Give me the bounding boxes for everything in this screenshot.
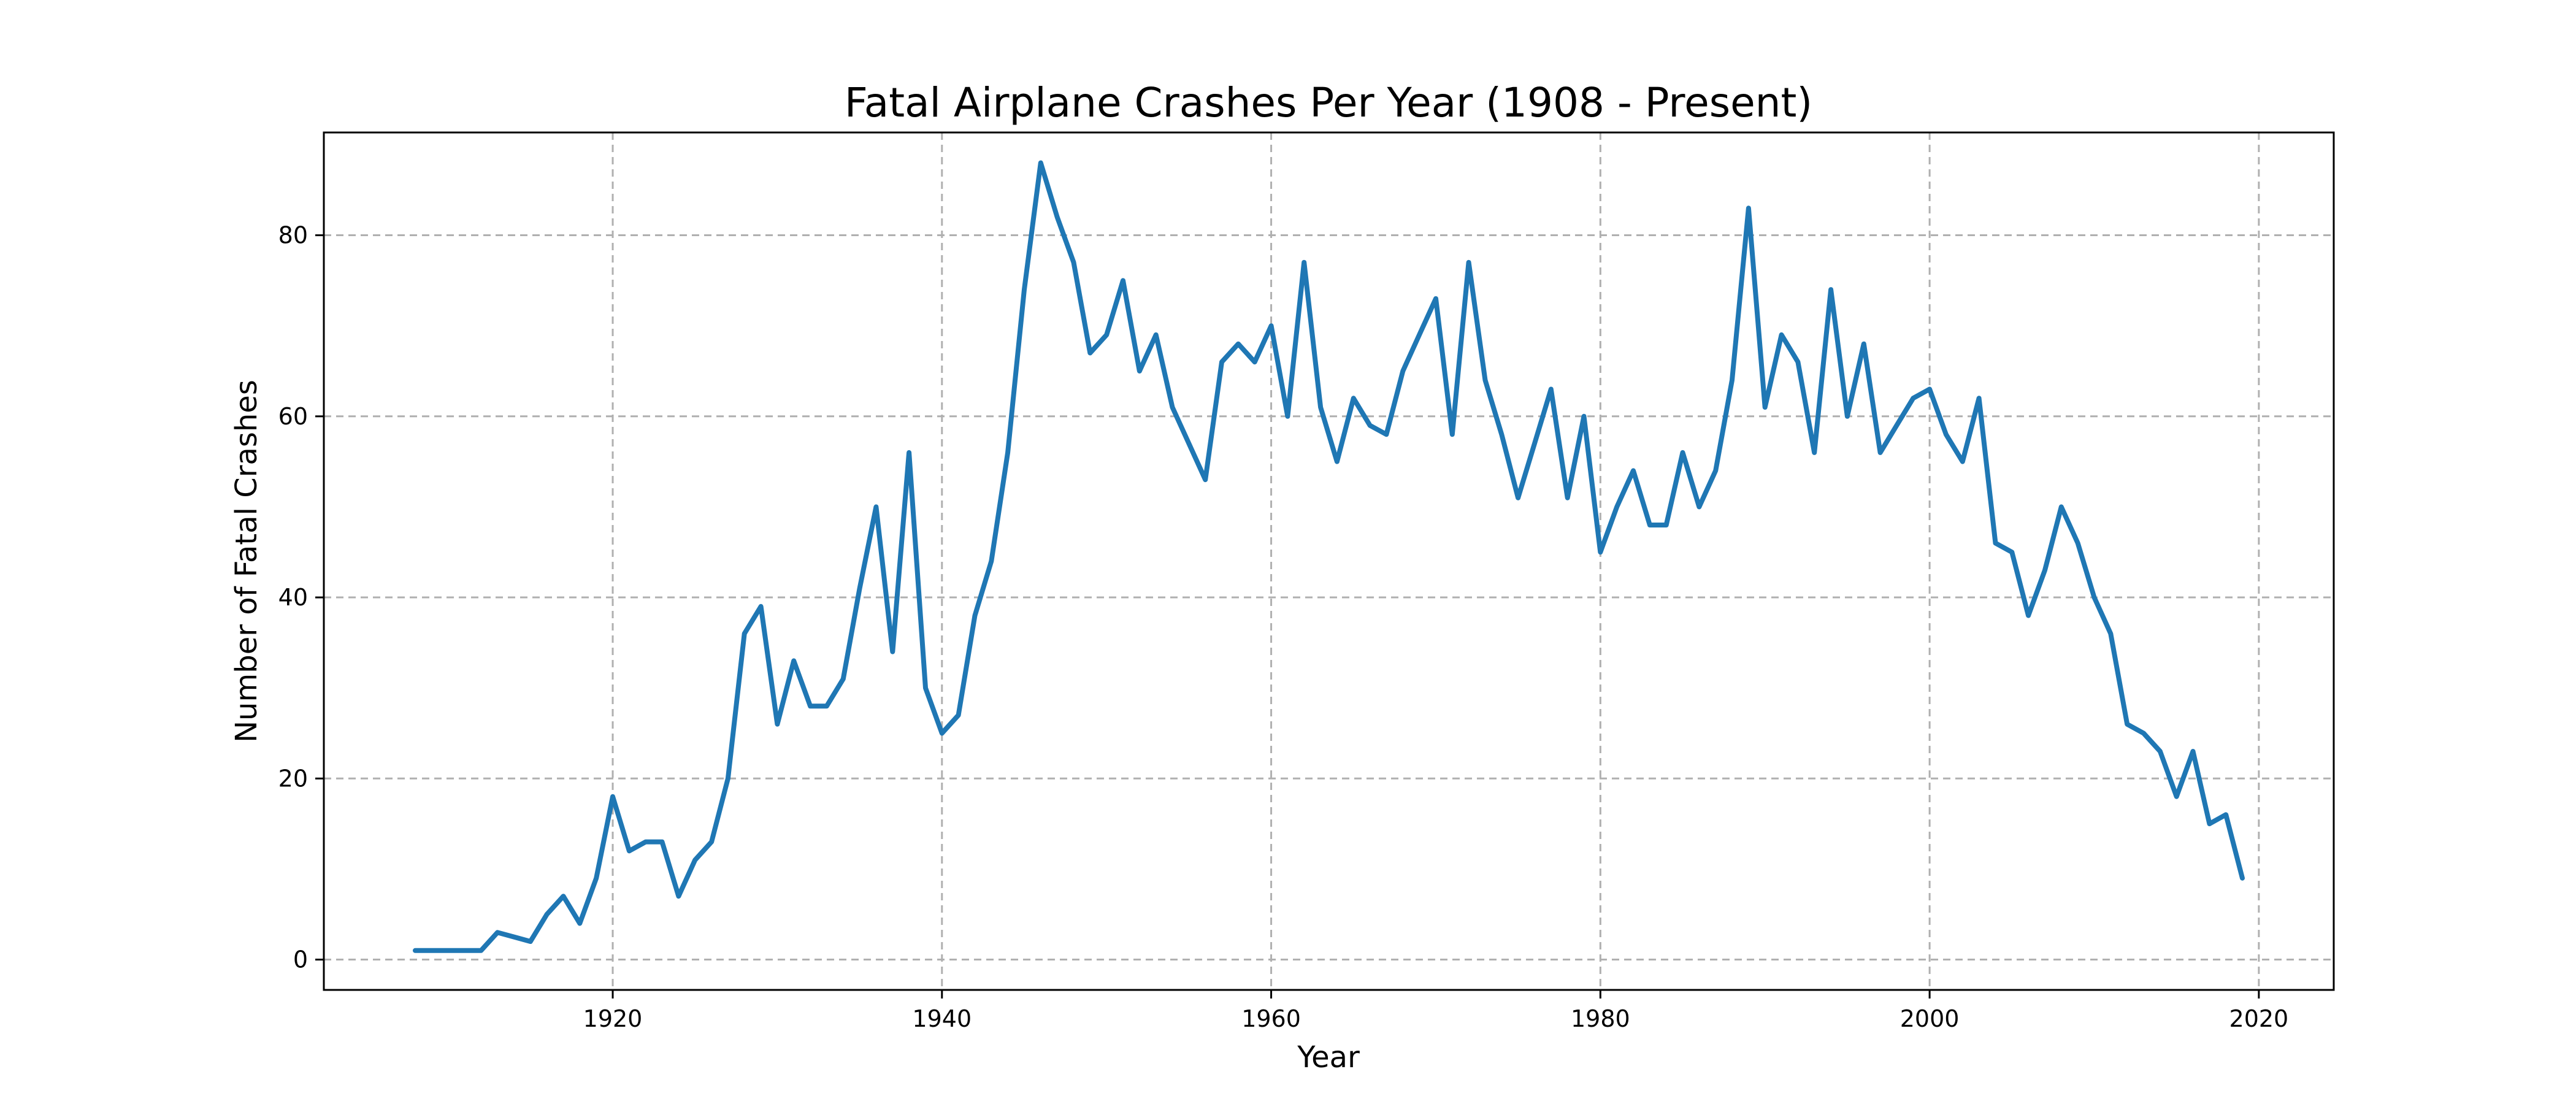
x-tick-label: 1980 — [1571, 1005, 1630, 1032]
axis-ticks: 1920 1940 1960 1980 2000 2020 0 20 40 60 80 — [278, 222, 2289, 1032]
grid-lines — [324, 132, 2334, 990]
x-tick-label: 1920 — [583, 1005, 643, 1032]
y-tick-label: 0 — [293, 946, 308, 973]
y-tick-label: 60 — [278, 403, 308, 430]
x-tick-label: 2000 — [1900, 1005, 1960, 1032]
chart-title: Fatal Airplane Crashes Per Year (1908 - … — [845, 79, 1812, 126]
y-tick-label: 40 — [278, 584, 308, 611]
x-tick-label: 1940 — [912, 1005, 972, 1032]
y-tick-label: 80 — [278, 222, 308, 249]
x-axis-label: Year — [1297, 1040, 1360, 1075]
series-layer — [413, 160, 2245, 953]
y-axis-label: Number of Fatal Crashes — [229, 380, 264, 743]
y-tick-label: 20 — [278, 765, 308, 792]
series-line — [413, 160, 2245, 953]
plot-frame — [323, 131, 2335, 991]
x-tick-label: 2020 — [2229, 1005, 2289, 1032]
x-tick-label: 1960 — [1241, 1005, 1301, 1032]
